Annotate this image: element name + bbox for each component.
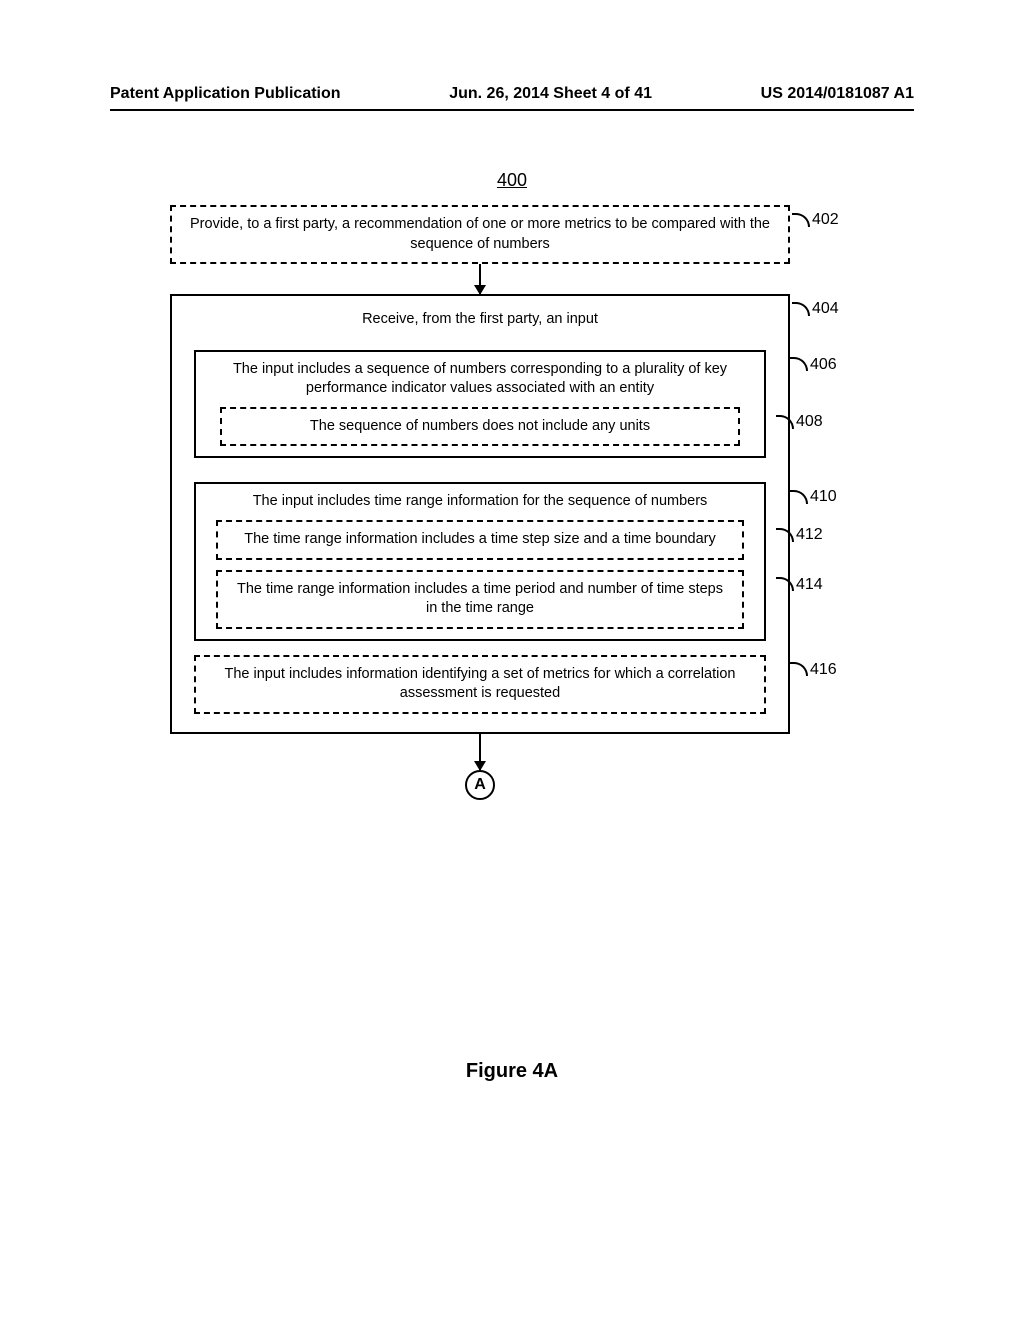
step-408-label: 408 bbox=[772, 411, 823, 433]
step-410-text: The input includes time range informatio… bbox=[253, 493, 708, 509]
step-412-text: The time range information includes a ti… bbox=[244, 531, 716, 547]
figure-number: 400 bbox=[0, 170, 1024, 191]
step-414-text: The time range information includes a ti… bbox=[237, 581, 723, 617]
step-410: The input includes time range informatio… bbox=[194, 482, 766, 640]
step-412-label: 412 bbox=[772, 524, 823, 546]
step-410-label: 410 bbox=[786, 486, 837, 508]
step-402-text: Provide, to a first party, a recommendat… bbox=[190, 216, 770, 252]
flowchart: Provide, to a first party, a recommendat… bbox=[170, 205, 790, 800]
step-404-text: Receive, from the first party, an input bbox=[362, 311, 598, 327]
step-404-label: 404 bbox=[788, 298, 839, 320]
step-408-text: The sequence of numbers does not include… bbox=[310, 418, 650, 434]
step-408: The sequence of numbers does not include… bbox=[220, 407, 740, 447]
step-404-container: Receive, from the first party, an input … bbox=[170, 294, 790, 734]
connector-label: A bbox=[474, 776, 486, 794]
step-416: The input includes information identifyi… bbox=[194, 655, 766, 714]
step-414: The time range information includes a ti… bbox=[216, 570, 744, 629]
arrow-down-icon bbox=[479, 264, 481, 294]
step-406-label: 406 bbox=[786, 354, 837, 376]
step-406: The input includes a sequence of numbers… bbox=[194, 350, 766, 459]
step-416-text: The input includes information identifyi… bbox=[225, 666, 736, 702]
page-header: Patent Application Publication Jun. 26, … bbox=[110, 85, 914, 111]
step-402-label: 402 bbox=[788, 209, 839, 231]
step-402: Provide, to a first party, a recommendat… bbox=[170, 205, 790, 264]
step-416-label: 416 bbox=[786, 659, 837, 681]
step-404: Receive, from the first party, an input … bbox=[186, 306, 774, 340]
arrow-down-icon bbox=[479, 734, 481, 770]
step-414-label: 414 bbox=[772, 574, 823, 596]
step-406-text: The input includes a sequence of numbers… bbox=[233, 361, 727, 397]
step-412: The time range information includes a ti… bbox=[216, 520, 744, 560]
header-mid: Jun. 26, 2014 Sheet 4 of 41 bbox=[449, 85, 652, 103]
header-left: Patent Application Publication bbox=[110, 85, 341, 103]
figure-caption: Figure 4A bbox=[0, 1060, 1024, 1083]
patent-page: Patent Application Publication Jun. 26, … bbox=[0, 0, 1024, 1320]
header-right: US 2014/0181087 A1 bbox=[761, 85, 914, 103]
connector-a: A bbox=[465, 770, 495, 800]
